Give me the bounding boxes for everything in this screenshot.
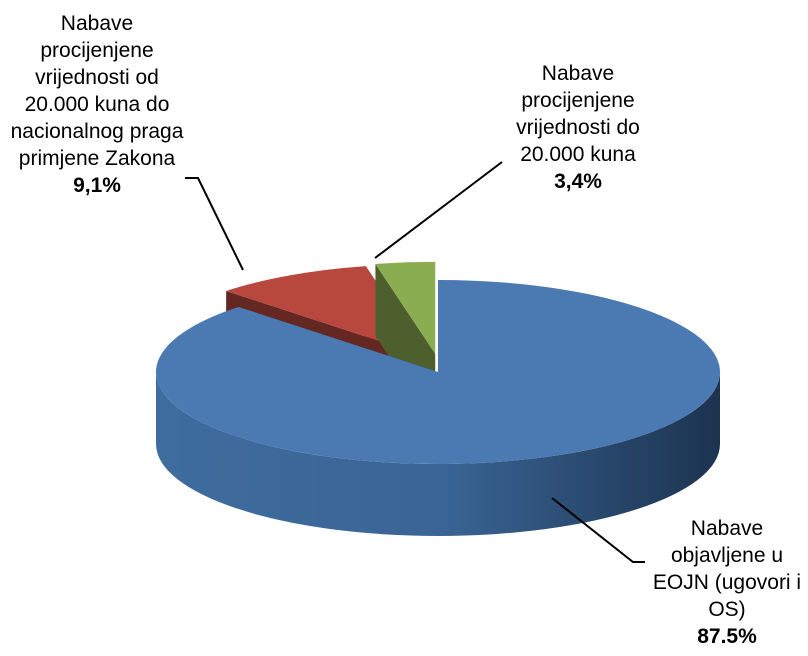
- slice-side: [156, 372, 720, 536]
- leader-line: [185, 177, 244, 271]
- value-label: 9,1%: [73, 174, 121, 197]
- slice-label: Nabave procijenjene vrijednosti do 20.00…: [492, 60, 664, 195]
- pie-slice: [375, 261, 436, 354]
- slice-label: Nabave procijenjene vrijednosti od 20.00…: [2, 10, 192, 199]
- slice-label: Nabave objavljene u EOJN (ugovori i OS) …: [648, 515, 806, 650]
- category-label: Nabave procijenjene vrijednosti od 20.00…: [10, 12, 184, 170]
- pie-slice: [155, 280, 720, 464]
- value-label: 87.5%: [697, 625, 757, 648]
- category-label: Nabave procijenjene vrijednosti do 20.00…: [516, 62, 640, 166]
- leader-line: [551, 497, 645, 563]
- category-label: Nabave objavljene u EOJN (ugovori i OS): [652, 517, 802, 621]
- value-label: 3,4%: [554, 170, 602, 193]
- leader-line: [374, 161, 503, 259]
